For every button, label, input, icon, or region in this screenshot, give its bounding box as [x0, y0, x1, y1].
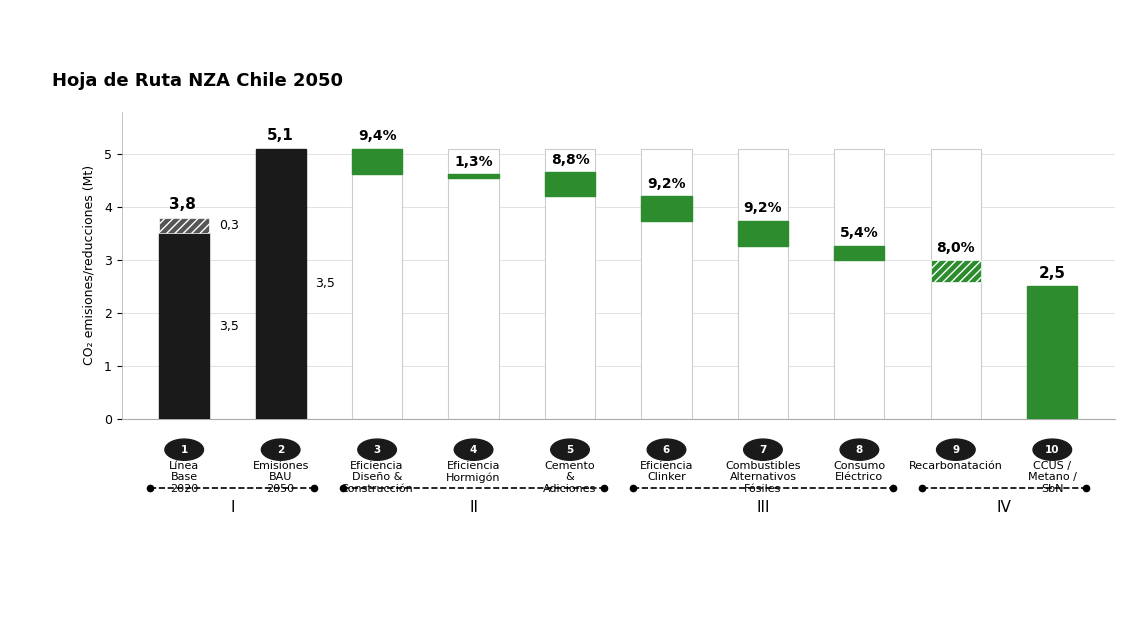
Text: 3,8: 3,8 [168, 197, 195, 212]
Text: 6: 6 [663, 445, 670, 455]
Bar [931, 149, 981, 419]
Text: 9,4%: 9,4% [358, 129, 397, 143]
Text: Hoja de Ruta NZA Chile 2050: Hoja de Ruta NZA Chile 2050 [52, 71, 344, 89]
Bar [159, 217, 209, 233]
Bar [642, 149, 692, 419]
Bar [738, 149, 788, 419]
Bar [1027, 286, 1077, 419]
Text: 5: 5 [566, 445, 574, 455]
Bar [545, 149, 596, 419]
Text: 8,8%: 8,8% [550, 153, 590, 167]
Bar [449, 174, 498, 177]
Text: 0,3: 0,3 [219, 219, 238, 232]
Text: 1,3%: 1,3% [454, 155, 493, 168]
Circle shape [358, 439, 397, 460]
Bar [738, 221, 788, 246]
Text: 3: 3 [374, 445, 381, 455]
Bar [159, 233, 209, 419]
Bar [834, 246, 885, 260]
Bar [931, 260, 981, 282]
Circle shape [840, 439, 879, 460]
Text: 2,5: 2,5 [1038, 266, 1066, 281]
Text: 10: 10 [1045, 445, 1060, 455]
Text: 9,2%: 9,2% [647, 177, 686, 191]
Text: 7: 7 [759, 445, 766, 455]
Text: 9,2%: 9,2% [744, 201, 782, 215]
Circle shape [454, 439, 493, 460]
Text: 4: 4 [470, 445, 477, 455]
Text: 8: 8 [855, 445, 863, 455]
Circle shape [261, 439, 299, 460]
Bar [834, 149, 885, 419]
Text: I: I [231, 500, 235, 514]
Text: 3,5: 3,5 [219, 320, 238, 332]
Y-axis label: CO₂ emisiones/reducciones (Mt): CO₂ emisiones/reducciones (Mt) [82, 165, 95, 365]
Text: 2: 2 [277, 445, 285, 455]
Text: IV: IV [997, 500, 1011, 514]
Circle shape [647, 439, 686, 460]
Circle shape [550, 439, 590, 460]
Bar [449, 149, 498, 419]
Circle shape [937, 439, 975, 460]
Bar [545, 172, 596, 196]
Bar [642, 196, 692, 221]
Text: 5,1: 5,1 [268, 129, 294, 143]
Text: 1: 1 [181, 445, 188, 455]
Text: 9: 9 [953, 445, 959, 455]
Bar [255, 149, 306, 419]
Text: 8,0%: 8,0% [937, 240, 975, 255]
Text: II: II [469, 500, 478, 514]
Text: 3,5: 3,5 [315, 277, 336, 290]
Circle shape [744, 439, 782, 460]
Circle shape [1033, 439, 1071, 460]
Bar [353, 149, 402, 174]
Bar [353, 149, 402, 419]
Text: 5,4%: 5,4% [840, 226, 879, 240]
Text: III: III [756, 500, 770, 514]
Circle shape [165, 439, 203, 460]
